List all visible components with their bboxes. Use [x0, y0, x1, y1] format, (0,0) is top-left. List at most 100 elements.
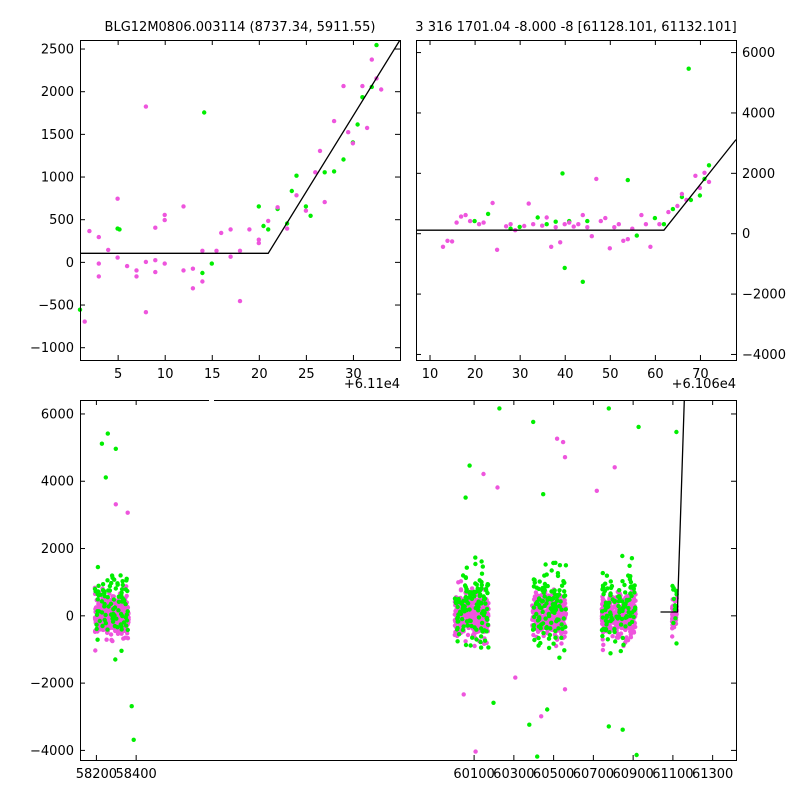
green-point: [551, 560, 556, 566]
magenta-point: [143, 259, 149, 265]
x-tick-label: 5: [114, 367, 122, 382]
green-point: [553, 606, 558, 612]
magenta-point: [612, 465, 617, 470]
green-point: [622, 582, 627, 588]
green-point: [485, 211, 491, 217]
magenta-point: [469, 586, 475, 591]
green-point: [123, 601, 128, 607]
magenta-point: [467, 218, 473, 224]
green-point: [479, 571, 485, 576]
y-tick-label: 2000: [41, 85, 74, 100]
magenta-point: [379, 87, 384, 92]
green-point: [608, 610, 613, 615]
magenta-point: [540, 223, 545, 228]
magenta-point: [125, 510, 130, 515]
green-point: [559, 607, 564, 612]
green-point: [467, 463, 472, 468]
green-point: [119, 627, 124, 632]
magenta-point: [580, 212, 585, 218]
green-point: [627, 597, 632, 602]
green-point: [107, 588, 113, 593]
y-tick-label: 6000: [41, 407, 74, 422]
green-point: [629, 556, 635, 561]
green-point: [200, 270, 205, 276]
magenta-point: [440, 244, 446, 249]
magenta-point: [94, 617, 99, 622]
green-point: [540, 621, 546, 626]
green-point: [479, 559, 484, 564]
magenta-point: [331, 118, 337, 124]
magenta-point: [531, 632, 536, 638]
x-tick-label: 10: [157, 367, 174, 382]
magenta-point: [629, 603, 634, 608]
green-point: [463, 495, 468, 500]
magenta-point: [598, 218, 603, 224]
green-point: [118, 573, 123, 578]
bottom-frame: [80, 400, 737, 761]
green-point: [95, 637, 100, 642]
magenta-point: [106, 247, 111, 253]
y-tick-label: −2000: [742, 288, 786, 303]
x-tick-label: 20: [251, 367, 268, 382]
green-point: [606, 406, 611, 411]
green-point: [97, 618, 103, 624]
green-point: [472, 218, 477, 224]
magenta-point: [532, 594, 538, 599]
green-point: [671, 620, 676, 626]
green-point: [623, 624, 628, 629]
green-point: [697, 193, 703, 198]
magenta-point: [560, 439, 566, 445]
green-point: [623, 590, 628, 595]
green-point: [124, 618, 130, 623]
green-point: [652, 215, 658, 221]
green-point: [553, 628, 558, 634]
green-point: [553, 219, 558, 224]
magenta-point: [554, 436, 560, 441]
green-point: [294, 173, 299, 178]
magenta-point: [464, 612, 469, 617]
green-point: [603, 581, 608, 586]
green-point: [111, 607, 116, 612]
magenta-point: [531, 222, 536, 227]
green-point: [546, 636, 552, 641]
magenta-point: [303, 208, 309, 213]
magenta-point: [153, 225, 158, 230]
y-tick-label: 0: [66, 609, 74, 624]
green-point: [706, 163, 712, 168]
magenta-point: [275, 205, 280, 210]
y-tick-label: −2000: [30, 677, 74, 692]
magenta-point: [571, 224, 576, 229]
green-point: [123, 587, 128, 592]
magenta-point: [530, 609, 535, 614]
magenta-point: [313, 170, 318, 175]
green-point: [94, 612, 100, 617]
green-point: [557, 563, 563, 568]
green-point: [560, 626, 565, 631]
green-point: [604, 613, 610, 618]
green-point: [601, 626, 606, 632]
green-point: [544, 222, 549, 227]
green-point: [612, 598, 618, 604]
x-tick-label: 60700: [573, 767, 614, 782]
green-point: [686, 66, 691, 71]
green-point: [468, 643, 473, 648]
magenta-point: [627, 625, 632, 630]
magenta-point: [553, 225, 558, 230]
magenta-point: [549, 244, 554, 249]
magenta-point: [96, 261, 102, 266]
magenta-point: [567, 220, 572, 225]
magenta-point: [473, 619, 478, 625]
magenta-point: [458, 214, 464, 219]
green-point: [100, 623, 105, 629]
green-point: [550, 602, 555, 607]
green-point: [456, 612, 461, 617]
magenta-point: [369, 57, 374, 62]
top-right-frame: [416, 40, 737, 361]
green-point: [608, 579, 613, 584]
green-point: [542, 594, 547, 599]
green-point: [473, 561, 478, 567]
magenta-point: [134, 268, 139, 273]
green-point: [540, 609, 545, 615]
green-point: [620, 599, 625, 604]
